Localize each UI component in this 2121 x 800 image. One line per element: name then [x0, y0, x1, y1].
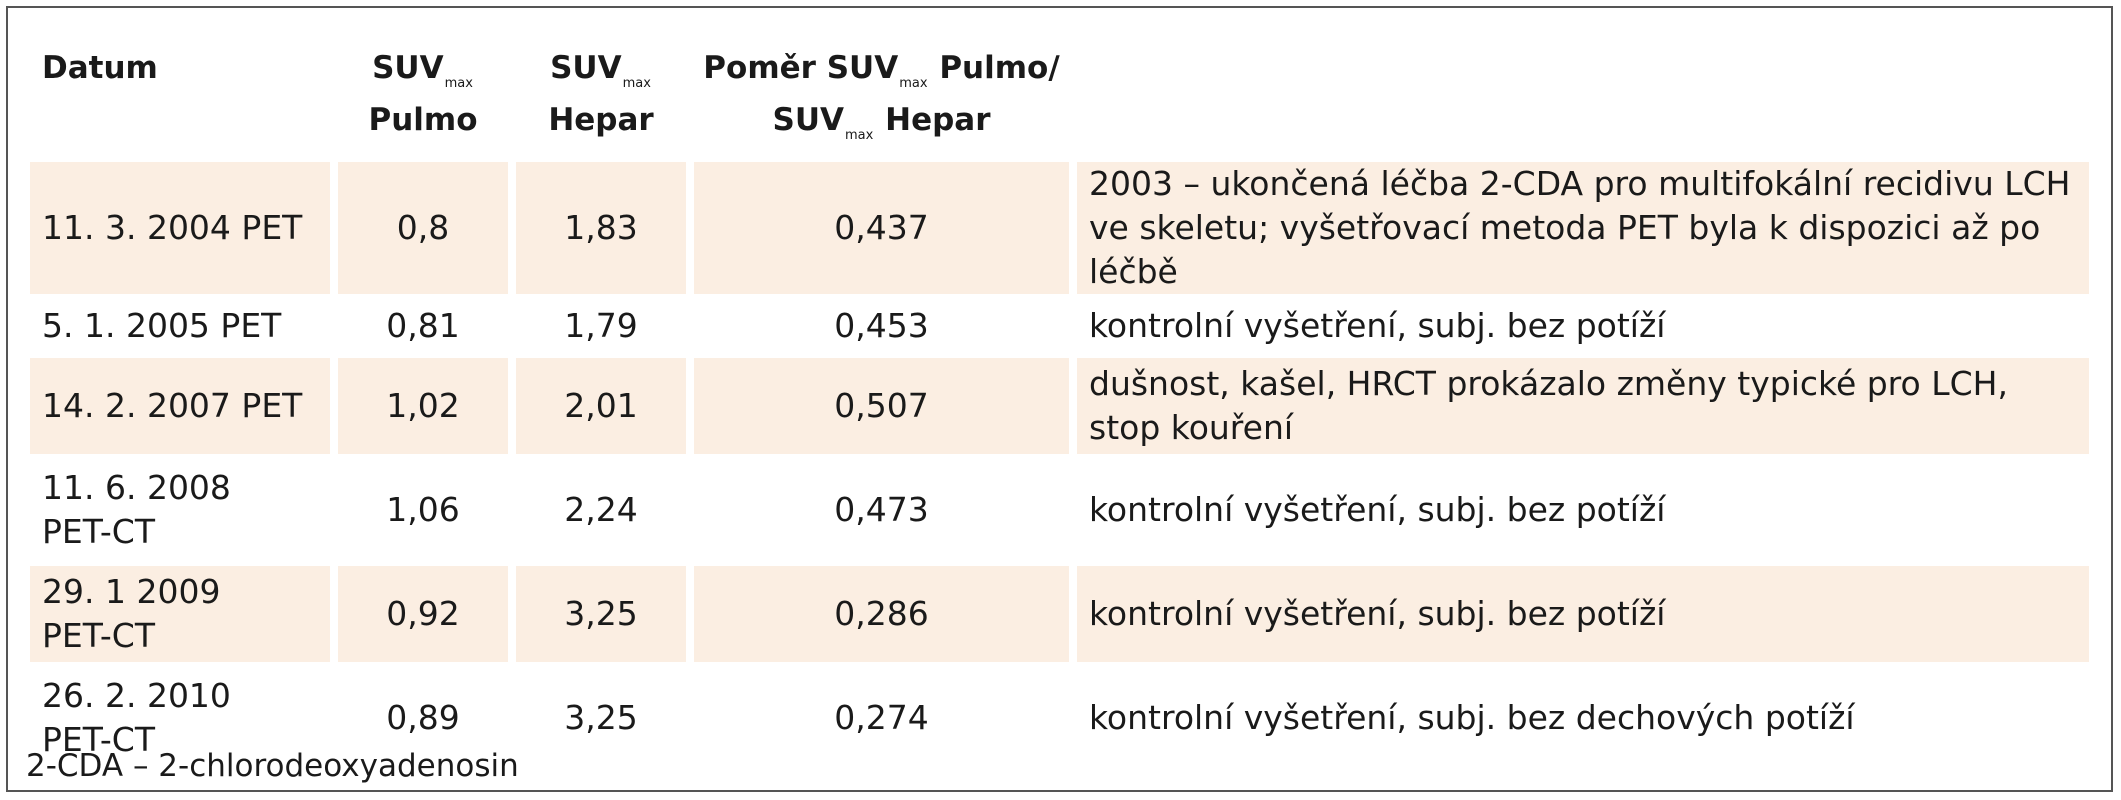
cell-ratio: 0,437 [694, 162, 1069, 294]
cell-hepar: 1,79 [564, 306, 638, 345]
cell-note: dušnost, kašel, HRCT prokázalo změny typ… [1077, 358, 2089, 454]
cell-date: 11. 6. 2008 PET-CT [42, 468, 231, 551]
table-row: 29. 1 2009 PET-CT 0,92 3,25 0,286 kontrol… [30, 566, 2089, 662]
table-row: 14. 2. 2007 PET 1,02 2,01 0,507 dušnost,… [30, 358, 2089, 454]
cell-note: kontrolní vyšetření, subj. bez dechových… [1089, 698, 1855, 737]
cell-ratio: 0,507 [694, 358, 1069, 454]
cell-ratio: 0,453 [834, 306, 929, 345]
cell-hepar: 2,24 [564, 490, 638, 529]
cell-hepar: 2,01 [516, 358, 686, 454]
cell-date: 5. 1. 2005 PET [42, 306, 282, 345]
cell-ratio: 0,286 [694, 566, 1069, 662]
cell-pulmo: 1,06 [386, 490, 460, 529]
cell-ratio: 0,274 [834, 698, 929, 737]
cell-pulmo: 0,92 [338, 566, 508, 662]
cell-hepar: 3,25 [564, 698, 638, 737]
cell-pulmo: 1,02 [338, 358, 508, 454]
table-frame: Datum SUVmax Pulmo SUVmax Hepar Poměr SU… [6, 6, 2113, 792]
cell-date: 26. 2. 2010 PET-CT [42, 676, 231, 759]
header-ratio: Poměr SUVmax Pulmo/ SUVmax Hepar [703, 50, 1060, 143]
header-suv-hepar: SUVmax Hepar [548, 50, 654, 138]
cell-hepar: 1,83 [516, 162, 686, 294]
cell-note: kontrolní vyšetření, subj. bez potíží [1089, 490, 1666, 529]
cell-date: 14. 2. 2007 PET [30, 358, 330, 454]
table-row: 26. 2. 2010 PET-CT 0,89 3,25 0,274 kontro… [30, 670, 2089, 766]
cell-pulmo: 0,8 [338, 162, 508, 294]
cell-note: kontrolní vyšetření, subj. bez potíží [1077, 566, 2089, 662]
header-suv-pulmo: SUVmax Pulmo [368, 50, 478, 138]
suv-table: Datum SUVmax Pulmo SUVmax Hepar Poměr SU… [22, 22, 2097, 774]
footnote: 2-CDA – 2-chlorodeoxyadenosin [26, 748, 519, 784]
header-date: Datum [42, 50, 158, 86]
table-row: 11. 6. 2008 PET-CT 1,06 2,24 0,473 kontro… [30, 462, 2089, 558]
cell-pulmo: 0,89 [386, 698, 460, 737]
cell-ratio: 0,473 [834, 490, 929, 529]
table-row: 11. 3. 2004 PET 0,8 1,83 0,437 2003 – uk… [30, 162, 2089, 294]
table-row: 5. 1. 2005 PET 0,81 1,79 0,453 kontrolní… [30, 302, 2089, 350]
header-row: Datum SUVmax Pulmo SUVmax Hepar Poměr SU… [30, 30, 2089, 154]
cell-date: 29. 1 2009 PET-CT [30, 566, 330, 662]
cell-pulmo: 0,81 [386, 306, 460, 345]
cell-note: 2003 – ukončená léčba 2-CDA pro multifok… [1077, 162, 2089, 294]
cell-hepar: 3,25 [516, 566, 686, 662]
cell-date: 11. 3. 2004 PET [30, 162, 330, 294]
header-note [1077, 30, 2089, 154]
cell-note: kontrolní vyšetření, subj. bez potíží [1089, 306, 1666, 345]
